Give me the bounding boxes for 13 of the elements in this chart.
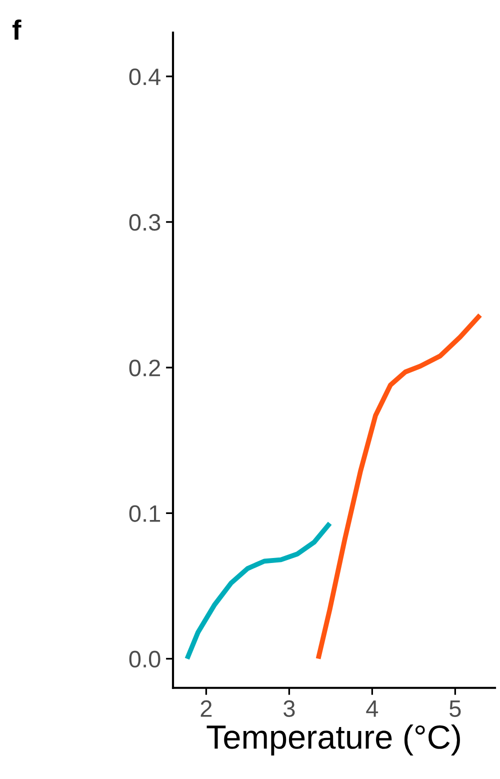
y-tick-label: 0.1 [129, 505, 160, 522]
text: f [12, 19, 22, 40]
y-tick-label: 0.3 [129, 214, 160, 231]
line-series [184, 520, 332, 662]
line-series [316, 312, 482, 662]
x-tick-label: 2 [200, 700, 212, 717]
y-tick-label: 0.2 [129, 360, 160, 376]
x-tick-label: 4 [366, 700, 378, 717]
x-axis-title: Temperature (°C) [206, 724, 460, 756]
y-tick-label: 0.4 [129, 68, 161, 86]
x-tick-label: 3 [284, 700, 295, 718]
y-tick-label: 0.0 [129, 650, 160, 668]
x-tick-label: 5 [450, 700, 461, 718]
